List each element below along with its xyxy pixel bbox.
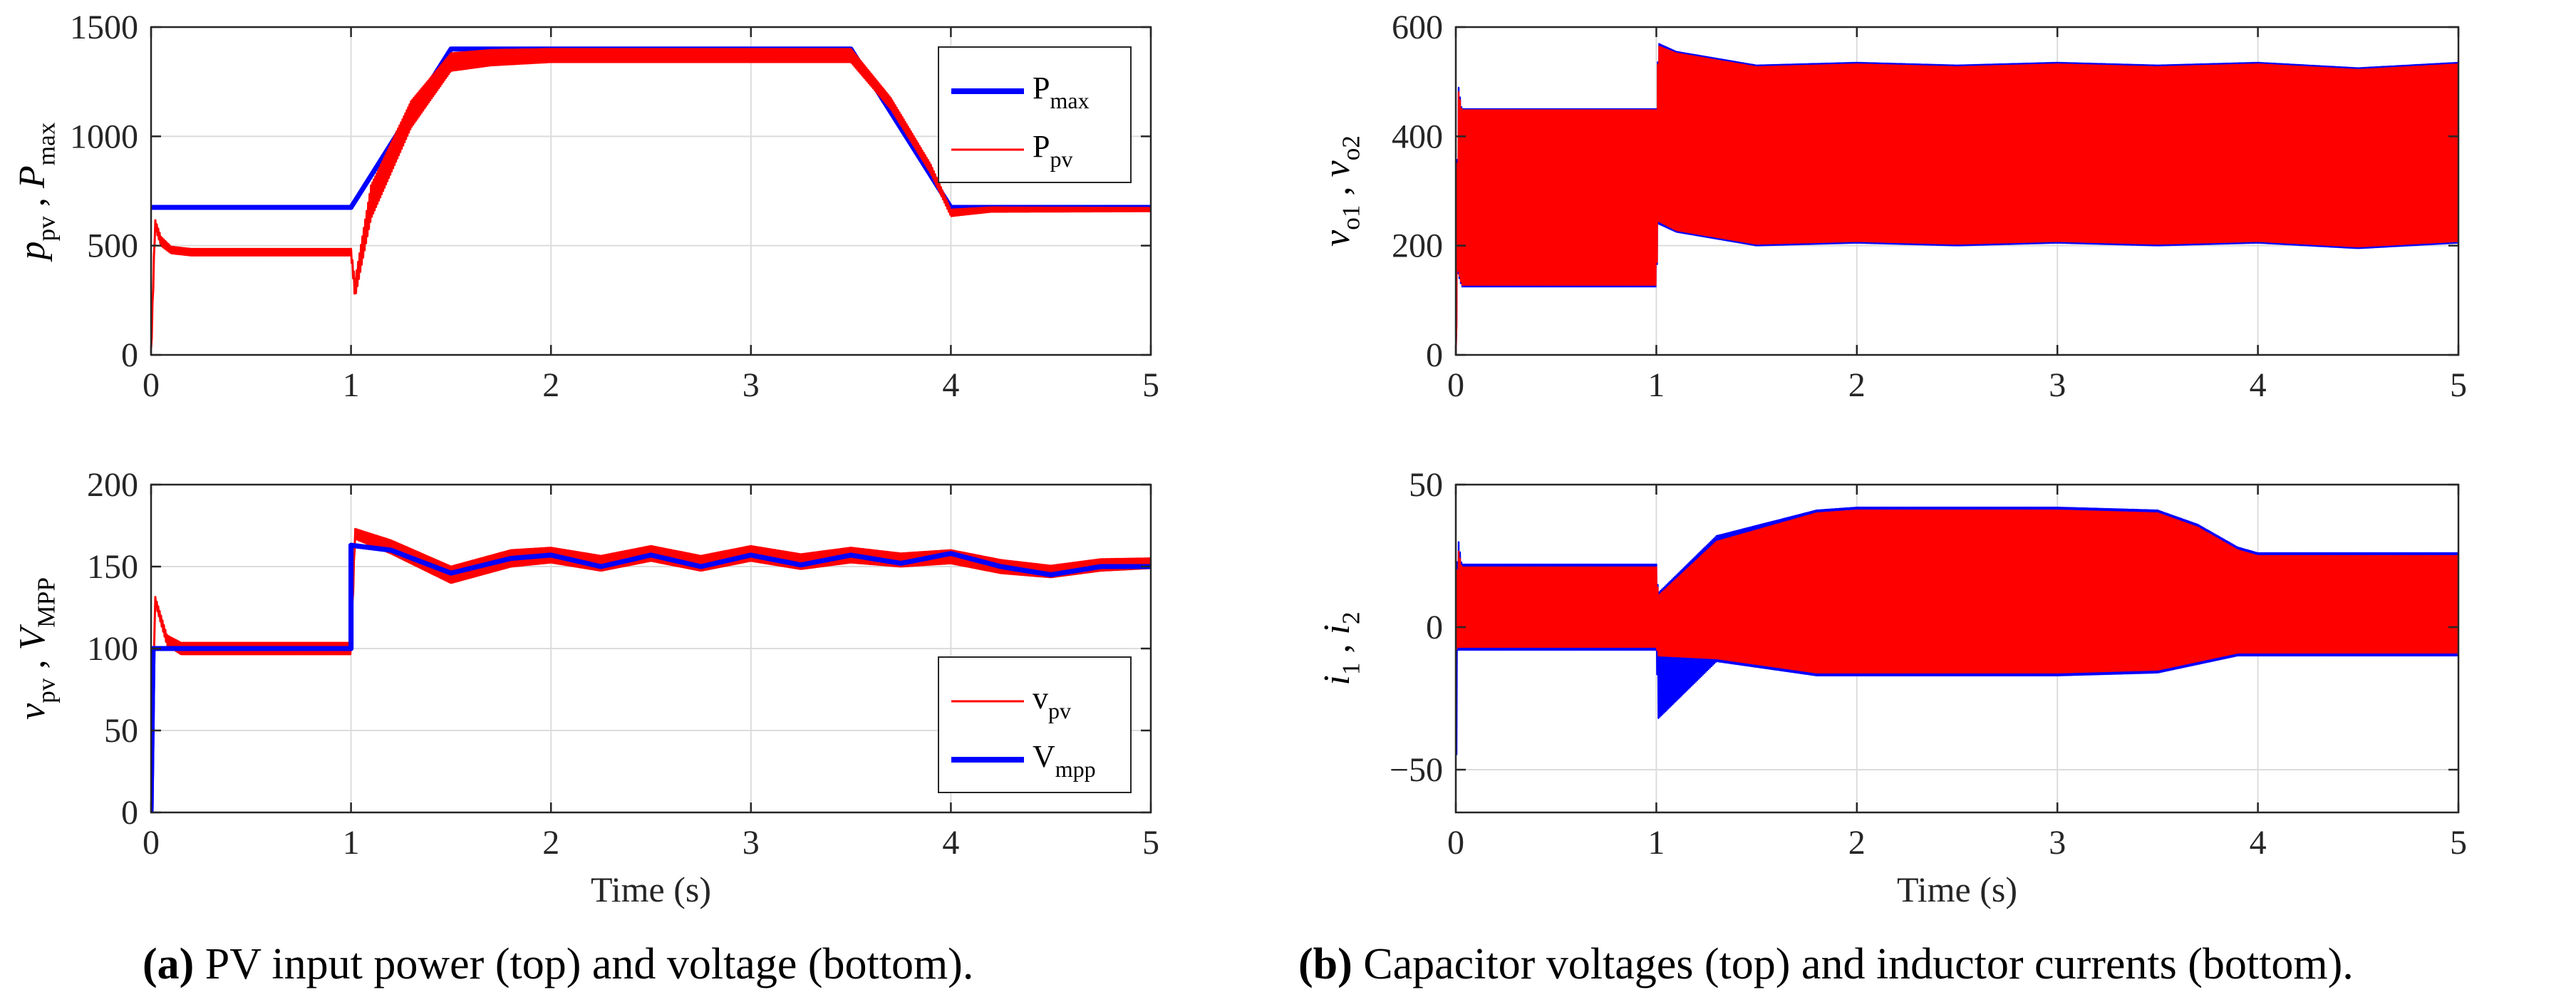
y-tick-label: 500	[87, 227, 138, 265]
x-tick-label: 0	[143, 366, 160, 404]
y-tick-label: 50	[1409, 466, 1443, 504]
caption-b-tag: (b)	[1298, 940, 1352, 988]
y-tick-label: 400	[1392, 118, 1443, 155]
series-line-P_pv	[151, 48, 1151, 348]
caption-b: (b) Capacitor voltages (top) and inducto…	[1298, 939, 2354, 990]
legend-label-V_mpp: Vmpp	[1033, 739, 1096, 782]
y-tick-label: 200	[1392, 227, 1443, 265]
y-tick-label: 0	[1426, 336, 1443, 374]
legend-label-v_pv: vpv	[1033, 681, 1071, 723]
x-tick-label: 2	[542, 824, 559, 862]
y-tick-label: −50	[1390, 751, 1443, 789]
y-axis-label: ppv​ , Pmax​	[12, 122, 61, 262]
legend-label-P_pv: Ppv	[1033, 129, 1072, 172]
y-tick-label: 200	[87, 466, 138, 504]
x-axis-label: Time (s)	[1897, 869, 2017, 909]
y-tick-label: 100	[87, 630, 138, 668]
x-tick-label: 4	[942, 824, 959, 862]
x-tick-label: 2	[1848, 824, 1866, 862]
y-axis-label: vo1​ , vo2​	[1317, 135, 1365, 247]
y-axis-label: vpv​ , VMPP​	[12, 577, 61, 720]
x-tick-label: 1	[1647, 366, 1665, 404]
x-axis-label: Time (s)	[591, 869, 711, 909]
chart-pv_power: 0 1 2 3 4 5 0 500 1000 1500 ppv​ , Pmax​ Pmax Ppv	[12, 9, 1159, 404]
x-tick-label: 5	[2450, 824, 2467, 862]
axes-box	[1454, 483, 2460, 814]
series-group	[1456, 43, 2458, 355]
y-tick-label: 50	[104, 712, 138, 750]
x-tick-label: 4	[2250, 366, 2267, 404]
x-tick-label: 1	[1647, 824, 1665, 862]
x-tick-label: 2	[1848, 366, 1866, 404]
x-tick-label: 5	[1142, 366, 1159, 404]
series-line-V_mpp-top	[151, 542, 1151, 812]
y-axis-label: i1​ , i2​	[1317, 611, 1365, 685]
caption-b-text: Capacitor voltages (top) and inductor cu…	[1363, 940, 2354, 988]
x-tick-label: 4	[942, 366, 959, 404]
x-tick-label: 2	[542, 366, 559, 404]
caption-a-text: PV input power (top) and voltage (bottom…	[205, 940, 974, 988]
legend: Pmax Ppv	[938, 46, 1132, 183]
x-tick-label: 0	[143, 824, 160, 862]
x-tick-label: 1	[343, 366, 360, 404]
y-tick-label: 1000	[70, 118, 138, 155]
caption-a-tag: (a)	[143, 940, 195, 988]
ticks: 0 1 2 3 4 5 0 200 400 600	[1392, 9, 2467, 404]
svg-text:vpv​ , VMPP​: vpv​ , VMPP​	[12, 577, 61, 720]
x-tick-label: 4	[2250, 824, 2267, 862]
y-tick-label: 0	[121, 336, 138, 374]
y-tick-label: 0	[1426, 609, 1443, 646]
y-tick-label: 150	[87, 548, 138, 586]
series-group	[151, 46, 1151, 348]
x-tick-label: 5	[2450, 366, 2467, 404]
svg-text:vo1​ , vo2​: vo1​ , vo2​	[1317, 135, 1365, 247]
legend: vpv Vmpp	[938, 656, 1132, 793]
x-tick-label: 3	[2049, 366, 2066, 404]
chart-cap_voltages: 0 1 2 3 4 5 0 200 400 600 vo1​ , vo2​	[1317, 9, 2467, 404]
ticks: 0 1 2 3 4 5 0 500 1000 1500	[70, 9, 1159, 404]
legend-box	[938, 656, 1132, 793]
y-tick-label: 1500	[70, 9, 138, 46]
legend-box	[938, 46, 1132, 183]
legend-label-P_max: Pmax	[1033, 71, 1090, 113]
y-tick-label: 0	[121, 794, 138, 832]
series-line-v_o1	[1456, 46, 2458, 355]
series-line-i_1	[1456, 509, 2458, 674]
x-tick-label: 0	[1447, 824, 1464, 862]
series-group	[151, 527, 1151, 812]
x-tick-label: 3	[2049, 824, 2066, 862]
x-tick-label: 5	[1142, 824, 1159, 862]
x-tick-label: 0	[1447, 366, 1464, 404]
axes-box	[1454, 26, 2460, 356]
axes-box	[150, 26, 1152, 356]
x-tick-label: 1	[343, 824, 360, 862]
svg-text:i1​ , i2​: i1​ , i2​	[1317, 611, 1365, 685]
caption-a: (a) PV input power (top) and voltage (bo…	[143, 939, 973, 990]
x-tick-label: 3	[743, 824, 760, 862]
y-tick-label: 600	[1392, 9, 1443, 46]
svg-text:ppv​ , Pmax​: ppv​ , Pmax​	[12, 122, 61, 262]
series-group	[1456, 506, 2458, 755]
x-tick-label: 3	[743, 366, 760, 404]
